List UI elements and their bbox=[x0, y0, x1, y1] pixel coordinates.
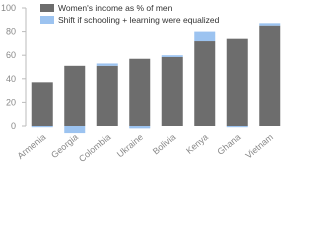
y-tick-label: 100 bbox=[1, 3, 16, 13]
bar bbox=[96, 65, 118, 126]
bar bbox=[31, 82, 53, 126]
legend-swatch bbox=[40, 4, 54, 12]
y-tick-label: 40 bbox=[6, 74, 16, 84]
shift-bar bbox=[226, 126, 248, 128]
shift-bar bbox=[259, 23, 281, 26]
bar bbox=[194, 41, 216, 126]
shift-bar bbox=[194, 31, 216, 42]
shift-bar bbox=[129, 126, 151, 129]
x-tick-label: Ghana bbox=[215, 132, 242, 157]
x-tick-label: Armenia bbox=[15, 132, 47, 161]
legend-swatch bbox=[40, 16, 54, 24]
legend-label: Women's income as % of men bbox=[58, 3, 173, 13]
y-tick-label: 80 bbox=[6, 27, 16, 37]
y-tick-label: 0 bbox=[11, 121, 16, 131]
x-tick-label: Bolivia bbox=[151, 132, 178, 157]
legend-label: Shift if schooling + learning were equal… bbox=[58, 15, 220, 25]
y-tick-label: 20 bbox=[6, 97, 16, 107]
x-tick-label: Kenya bbox=[184, 132, 210, 156]
x-tick-label: Colombia bbox=[77, 132, 113, 164]
page: {"chart_data": {"type": "bar", "categori… bbox=[0, 3, 281, 164]
bar bbox=[129, 58, 151, 126]
shift-bar bbox=[64, 126, 86, 134]
bar bbox=[259, 25, 281, 127]
bar bbox=[226, 38, 248, 126]
shift-bar bbox=[161, 55, 183, 57]
x-tick-label: Ukraine bbox=[115, 132, 145, 160]
shift-bar bbox=[96, 63, 118, 66]
bar bbox=[161, 56, 183, 126]
x-tick-label: Georgia bbox=[49, 132, 80, 160]
shift-bar bbox=[31, 126, 53, 128]
x-tick-label: Vietnam bbox=[243, 132, 275, 161]
y-tick-label: 60 bbox=[6, 50, 16, 60]
bar bbox=[64, 65, 86, 126]
